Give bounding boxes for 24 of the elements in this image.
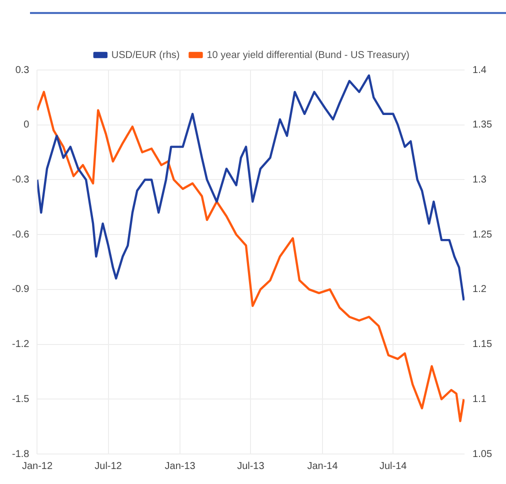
y-tick-label: 0.3 <box>15 64 30 76</box>
y2-tick-label: 1.2 <box>472 284 487 296</box>
y-tick-label: -0.9 <box>12 284 30 296</box>
y-tick-label: -1.2 <box>12 339 30 350</box>
y2-tick-label: 1.1 <box>472 394 487 405</box>
y-tick-label: -0.3 <box>12 174 30 186</box>
legend-label: 10 year yield differential (Bund - US Treasury) <box>206 50 410 61</box>
y2-tick-label: 1.15 <box>472 339 492 350</box>
y2-tick-label: 1.4 <box>472 64 487 76</box>
x-tick-label: Jan-13 <box>164 460 196 472</box>
x-tick-label: Jul-13 <box>237 460 265 472</box>
x-tick-label: Jul-14 <box>380 460 408 472</box>
legend-label: USD/EUR (rhs) <box>111 50 180 61</box>
y2-tick-label: 1.35 <box>472 120 492 131</box>
y-tick-label: 0 <box>24 120 30 131</box>
x-tick-label: Jul-12 <box>94 460 122 472</box>
y2-tick-label: 1.05 <box>472 448 492 460</box>
x-tick-label: Jan-14 <box>307 460 338 472</box>
y-tick-label: -0.6 <box>12 229 30 240</box>
y-tick-label: -1.5 <box>12 394 30 405</box>
y2-tick-label: 1.25 <box>472 229 492 240</box>
x-tick-label: Jan-12 <box>22 460 53 472</box>
y-tick-label: -1.8 <box>12 448 30 460</box>
y2-tick-label: 1.3 <box>472 174 487 186</box>
